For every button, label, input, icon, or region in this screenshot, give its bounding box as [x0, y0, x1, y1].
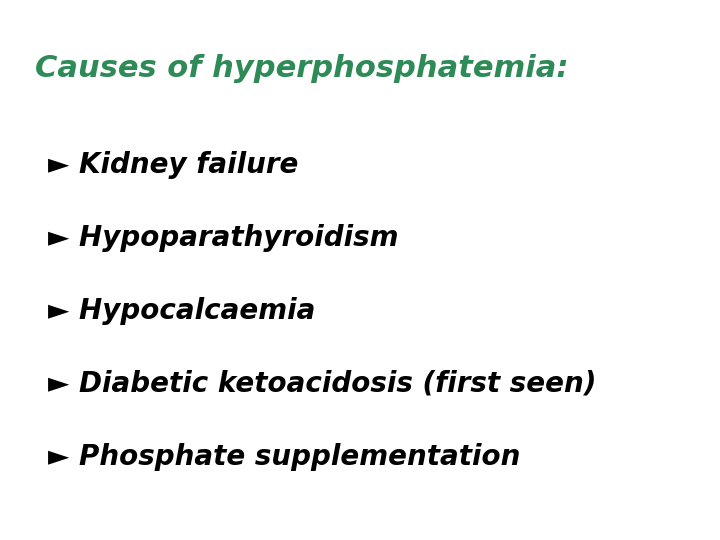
- Text: ► Hypocalcaemia: ► Hypocalcaemia: [48, 297, 315, 325]
- Text: ► Diabetic ketoacidosis (first seen): ► Diabetic ketoacidosis (first seen): [48, 370, 597, 398]
- Text: ► Hypoparathyroidism: ► Hypoparathyroidism: [48, 224, 399, 252]
- Text: Causes of hyperphosphatemia:: Causes of hyperphosphatemia:: [35, 54, 568, 83]
- Text: ► Kidney failure: ► Kidney failure: [48, 151, 299, 179]
- Text: ► Phosphate supplementation: ► Phosphate supplementation: [48, 443, 521, 471]
